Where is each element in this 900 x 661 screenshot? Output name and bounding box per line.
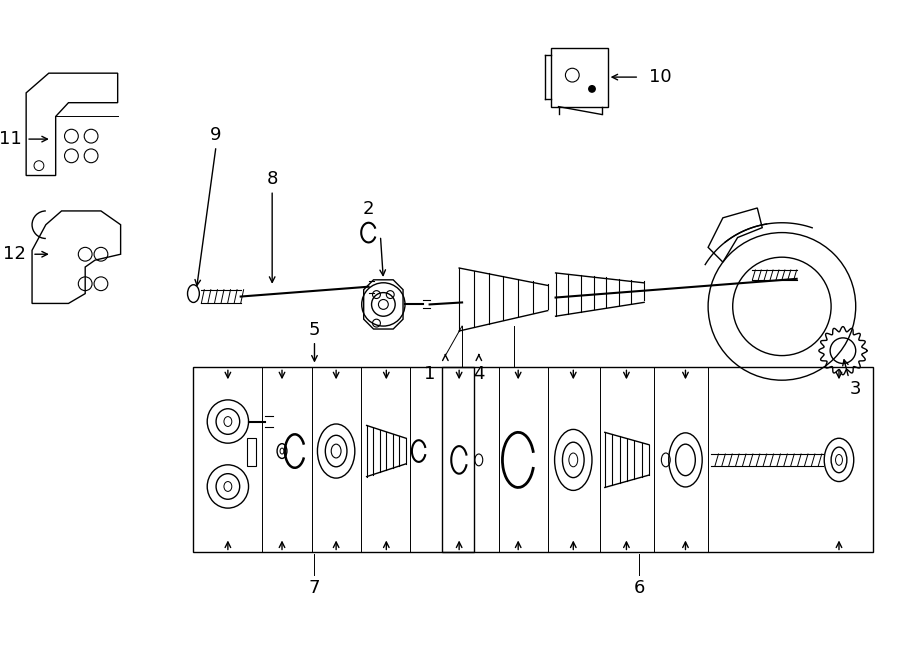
Circle shape [588, 85, 596, 93]
Text: 8: 8 [266, 171, 278, 188]
Text: 2: 2 [363, 200, 374, 218]
Bar [443, 368, 873, 553]
Bar [194, 368, 474, 553]
Text: 11: 11 [0, 130, 22, 148]
Text: 10: 10 [649, 68, 671, 86]
Bar [247, 438, 256, 466]
Text: 4: 4 [473, 366, 484, 383]
Text: 7: 7 [309, 579, 320, 597]
Text: 1: 1 [424, 366, 436, 383]
Text: 3: 3 [850, 380, 861, 398]
Text: 9: 9 [211, 126, 221, 144]
Bar [551, 48, 608, 106]
Text: 12: 12 [4, 245, 26, 263]
Text: 5: 5 [309, 321, 320, 339]
Text: 6: 6 [634, 579, 645, 597]
